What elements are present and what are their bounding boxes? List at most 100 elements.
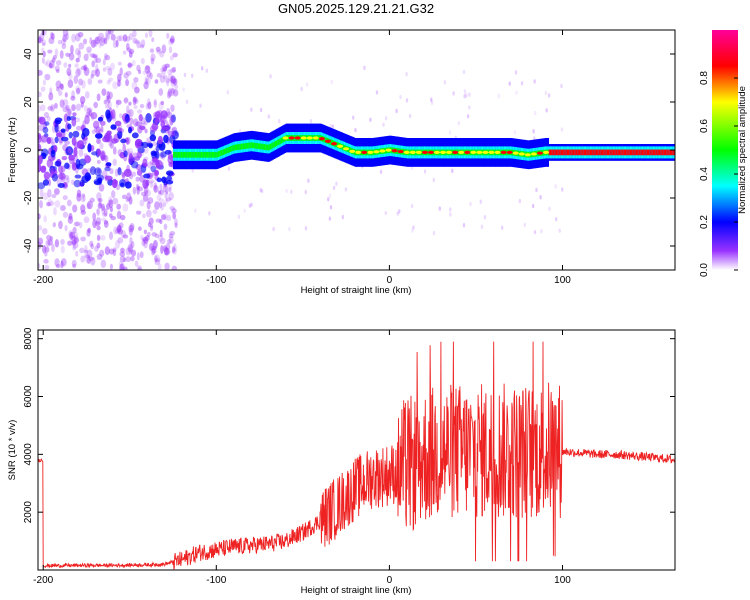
noise-blob (56, 86, 60, 92)
noise-blob (128, 196, 133, 205)
noise-blob (75, 87, 81, 95)
ridge-peak (409, 150, 416, 154)
noise-blob (49, 31, 54, 38)
noise-blob (63, 62, 68, 68)
ridge-band-core (173, 151, 175, 158)
noise-blob (161, 69, 166, 76)
noise-blob (118, 260, 123, 267)
colorbar-tick-label: 0.6 (699, 119, 710, 133)
noise-blob (79, 247, 85, 254)
noise-blob (174, 222, 178, 229)
noise-blob (103, 52, 108, 61)
noise-blob (205, 68, 209, 73)
noise-blob (99, 142, 104, 150)
noise-blob (54, 200, 61, 208)
noise-blob (95, 57, 102, 64)
noise-blob (171, 66, 177, 73)
noise-blob (65, 32, 69, 41)
noise-blob (80, 65, 87, 71)
noise-blob (171, 265, 177, 270)
noise-blob (38, 124, 44, 132)
ridge-band-core (225, 148, 227, 155)
ridge-band-core (553, 149, 556, 156)
ridge-band-core (219, 150, 221, 157)
noise-blob (169, 55, 174, 61)
noise-blob (103, 220, 109, 229)
noise-blob (95, 217, 102, 225)
noise-blob (148, 179, 155, 184)
noise-blob (443, 80, 447, 85)
noise-blob (125, 42, 130, 51)
noise-blob (49, 137, 56, 144)
noise-blob (123, 266, 128, 270)
noise-blob (79, 96, 86, 104)
noise-blob (150, 57, 155, 65)
snr-panel: -200 -100 0 100 2000 4000 6000 8000 Height of s… (7, 327, 676, 596)
ridge-peak (337, 144, 344, 148)
noise-blob (71, 104, 76, 111)
noise-blob (135, 183, 140, 191)
noise-blob (72, 263, 77, 269)
noise-blob (38, 143, 42, 152)
ridge-band-core (187, 151, 190, 158)
noise-blob (144, 75, 150, 84)
noise-blob (155, 159, 163, 170)
noise-blob (98, 183, 105, 192)
ridge-band-core (661, 149, 663, 156)
noise-blob (90, 69, 97, 77)
noise-blob (40, 86, 46, 92)
noise-blob (148, 30, 153, 38)
noise-blob (468, 92, 471, 97)
noise-blob (68, 231, 73, 240)
noise-blob (52, 222, 56, 228)
ridge-band-core (618, 149, 621, 156)
noise-blob (119, 67, 123, 76)
noise-blob (269, 74, 272, 79)
noise-blob (80, 255, 86, 263)
noise-blob (533, 136, 536, 141)
noise-blob (469, 201, 472, 207)
noise-blob (84, 91, 90, 99)
noise-blob (109, 141, 114, 149)
y-tick-label: 2000 (23, 501, 34, 524)
noise-blob (43, 215, 47, 223)
noise-blob (60, 238, 65, 246)
ridge-band-core (634, 149, 637, 156)
noise-blob (78, 42, 85, 50)
ridge-peak (433, 150, 440, 154)
ridge-band-core (548, 149, 551, 156)
noise-blob (100, 125, 104, 132)
noise-blob (75, 57, 80, 63)
noise-blob (116, 127, 122, 132)
noise-blob (49, 167, 57, 175)
ridge-band-core (606, 149, 609, 156)
noise-blob (132, 97, 137, 106)
noise-blob (167, 239, 172, 244)
y-tick-label: 4000 (23, 443, 34, 466)
noise-blob (123, 97, 129, 103)
noise-blob (81, 197, 85, 203)
noise-blob (90, 39, 96, 48)
ridge-band-core (280, 137, 283, 144)
noise-blob (155, 145, 160, 152)
ridge-band-core (220, 150, 222, 157)
noise-blob (131, 81, 138, 90)
noise-blob (136, 150, 142, 159)
noise-blob (328, 193, 332, 199)
noise-blob (164, 63, 170, 69)
ridge-band-core (577, 149, 580, 156)
noise-blob (120, 138, 127, 144)
ridge-band-core (559, 149, 562, 156)
snr-frame (37, 329, 676, 571)
noise-blob (108, 213, 113, 218)
noise-blob (155, 46, 161, 52)
ridge-band-core (214, 151, 216, 158)
noise-blob (405, 71, 408, 77)
noise-blob (64, 140, 70, 145)
noise-blob (141, 239, 146, 247)
noise-blob (86, 202, 91, 210)
ridge-band-core (617, 149, 620, 156)
noise-blob (44, 121, 50, 126)
noise-blob (163, 66, 167, 72)
noise-blob (148, 242, 154, 252)
